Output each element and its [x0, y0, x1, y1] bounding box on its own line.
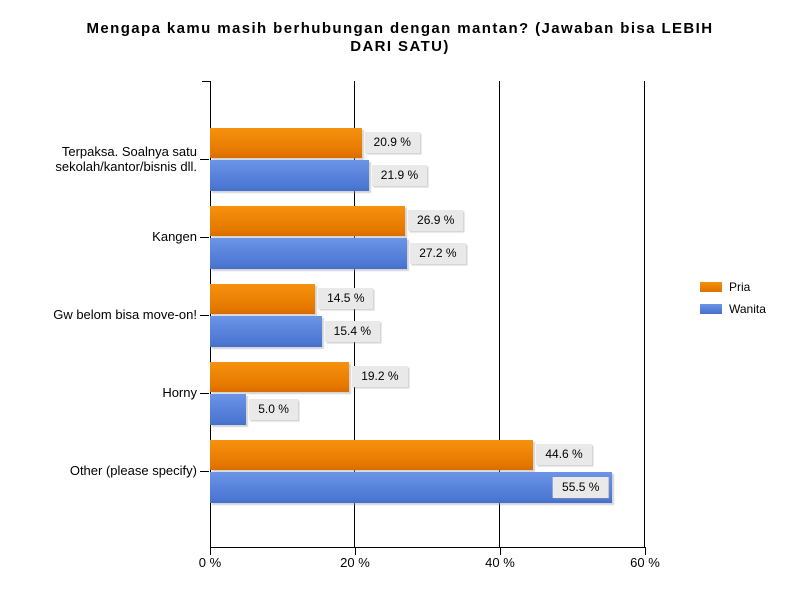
category-label-4-line1: Horny — [162, 385, 197, 400]
bar-pria-2[interactable] — [210, 205, 405, 236]
value-label-pria-3: 14.5 % — [318, 288, 374, 309]
x-tick-20pct — [355, 548, 356, 555]
bar-wanita-2[interactable] — [210, 237, 408, 269]
category-label-1-line2: sekolah/kantor/bisnis dll. — [55, 158, 197, 174]
gridline-20pct — [354, 81, 355, 548]
chart-title-line2: DARI SATU) — [350, 38, 450, 55]
value-label-wanita-4: 5.0 % — [249, 398, 298, 420]
legend-swatch-pria-icon — [700, 282, 722, 292]
plot-area: 20.9 % 21.9 % 26.9 % 27.2 % 14.5 % 15.4 % 19.2… — [210, 81, 646, 548]
value-label-wanita-2: 27.2 % — [410, 242, 466, 264]
legend-item-wanita: Wanita — [700, 298, 766, 320]
y-axis-top-tick — [202, 81, 210, 82]
bar-wanita-1[interactable] — [210, 159, 369, 191]
bar-pria-3[interactable] — [210, 283, 316, 314]
category-label-1-line1: Terpaksa. Soalnya satu — [61, 143, 197, 159]
category-tick-1 — [200, 159, 209, 160]
x-tick-label-40pct: 40 % — [485, 555, 515, 570]
category-label-3: Gw belom bisa move-on! — [0, 292, 197, 338]
category-tick-3 — [200, 315, 209, 316]
category-label-3-line1: Gw belom bisa move-on! — [53, 307, 197, 322]
y-axis-line — [210, 81, 211, 548]
value-label-pria-5: 44.6 % — [536, 444, 592, 465]
value-label-wanita-3: 15.4 % — [324, 320, 380, 342]
bar-wanita-4[interactable] — [210, 393, 247, 425]
gridline-60pct — [644, 81, 645, 548]
bar-pria-1[interactable] — [210, 127, 362, 158]
gridline-40pct — [499, 81, 500, 548]
x-tick-0pct — [210, 548, 211, 555]
x-tick-40pct — [500, 548, 501, 555]
legend: Pria Wanita — [700, 276, 766, 320]
category-label-2: Kangen — [0, 214, 197, 260]
bar-pria-5[interactable] — [210, 439, 534, 470]
category-label-1: Terpaksa. Soalnya satu sekolah/kantor/bis… — [0, 136, 197, 182]
legend-item-pria: Pria — [700, 276, 766, 298]
x-tick-label-20pct: 20 % — [340, 555, 370, 570]
legend-swatch-wanita-icon — [700, 304, 722, 314]
value-label-pria-4: 19.2 % — [352, 366, 408, 387]
value-label-wanita-1: 21.9 % — [371, 164, 428, 186]
value-label-pria-1: 20.9 % — [364, 132, 420, 153]
category-tick-5 — [200, 471, 209, 472]
chart-title: Mengapa kamu masih berhubungan dengan ma… — [0, 20, 800, 56]
category-tick-2 — [200, 237, 209, 238]
legend-label-wanita: Wanita — [729, 302, 766, 316]
category-tick-4 — [200, 393, 209, 394]
bar-wanita-5[interactable] — [210, 471, 613, 503]
category-label-5: Other (please specify) — [0, 448, 197, 494]
bar-pria-4[interactable] — [210, 361, 350, 392]
category-label-4: Horny — [0, 370, 197, 416]
x-tick-label-0pct: 0 % — [198, 555, 222, 570]
x-axis-line — [210, 547, 646, 548]
value-label-wanita-5: 55.5 % — [553, 476, 609, 498]
chart-title-line1: Mengapa kamu masih berhubungan dengan ma… — [86, 20, 714, 37]
value-label-pria-2: 26.9 % — [408, 210, 464, 231]
legend-label-pria: Pria — [729, 280, 751, 294]
x-tick-label-60pct: 60 % — [630, 555, 660, 570]
x-tick-60pct — [645, 548, 646, 555]
category-label-2-line1: Kangen — [152, 229, 197, 244]
category-label-5-line1: Other (please specify) — [69, 463, 197, 478]
bar-wanita-3[interactable] — [210, 315, 322, 347]
